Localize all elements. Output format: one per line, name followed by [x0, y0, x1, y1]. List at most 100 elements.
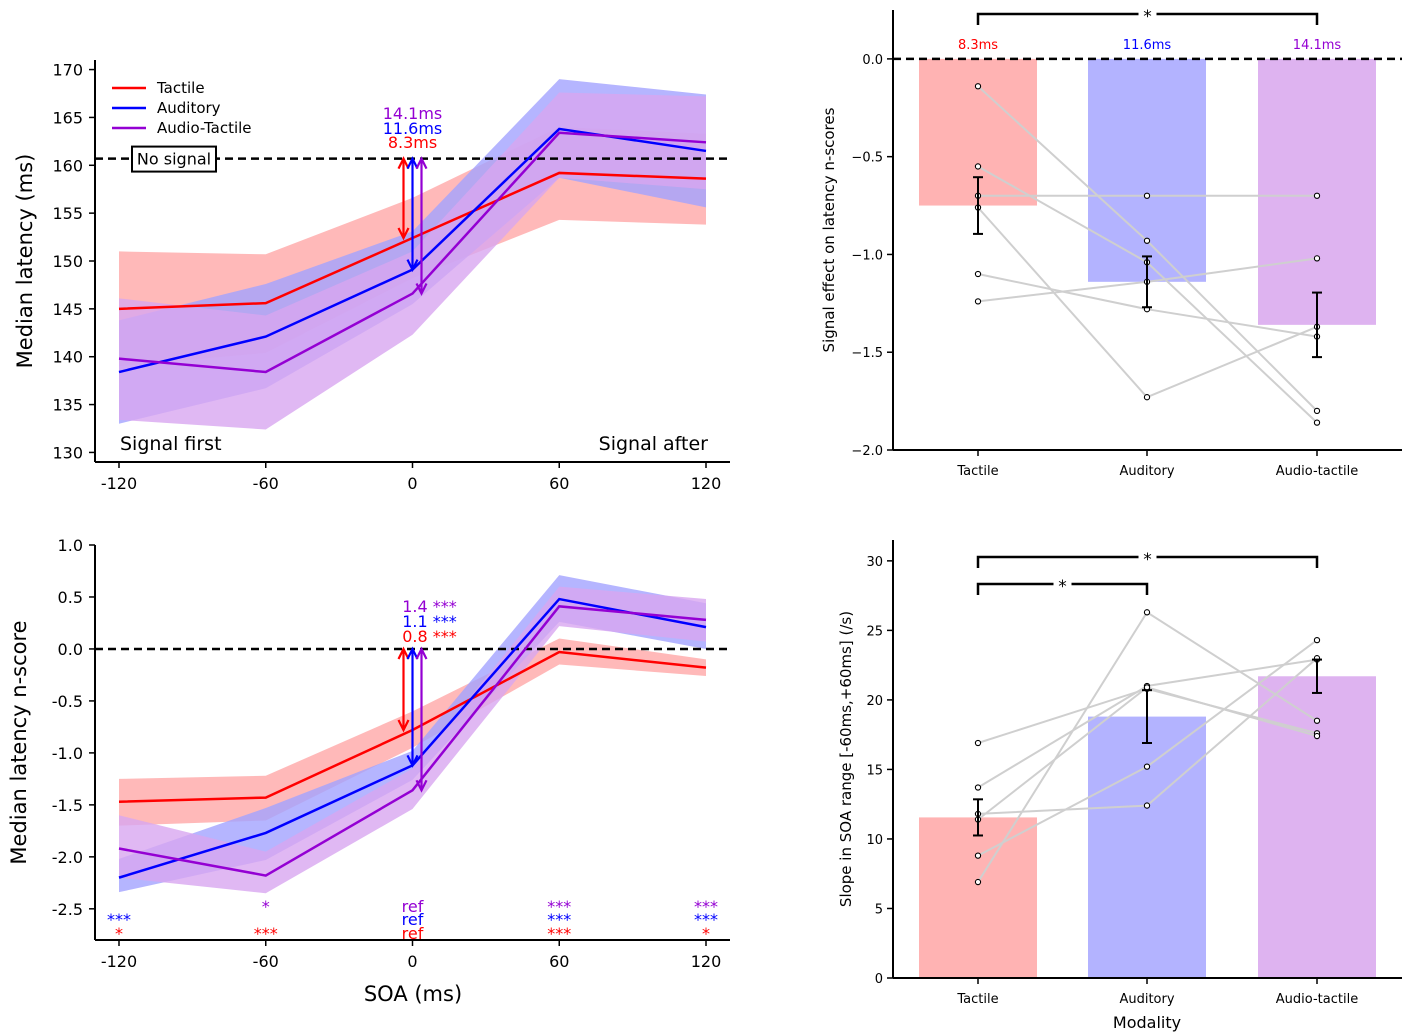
- significance-bracket-wide-label: *: [1143, 550, 1152, 570]
- x-axis-label: SOA (ms): [364, 982, 462, 1006]
- arrow-head-audio-tactile: [415, 156, 428, 170]
- x-axis-label: Modality: [1113, 1013, 1181, 1032]
- band-audio-tactile: [119, 586, 706, 894]
- x-tick-label: 120: [691, 474, 722, 493]
- subject-point: [974, 784, 982, 791]
- significance-auditory: ***: [694, 910, 718, 929]
- latency-panel: -120 -60 0 60 120 130 135 140 145 150 155 160 165 170…: [13, 60, 730, 493]
- subject-point: [974, 878, 982, 886]
- y-axis-label: Median latency (ms): [13, 154, 37, 369]
- slope-panel: 0 5 10 15 20 25 30 Tactile Auditory Audio-tactile…: [837, 540, 1402, 1032]
- y-tick-label: -0.5: [52, 692, 83, 711]
- significance-audio-tactile: ***: [694, 897, 718, 916]
- arrow-stars: ***: [433, 612, 457, 631]
- line-audio-tactile: [118, 131, 707, 374]
- arrow-value: 1.1: [402, 612, 433, 631]
- nscore-panel: -120 -60 0 60 120 -2.5 -2.0 -1.5 -1.0 -0.5 0.0 0.5 1…: [7, 536, 730, 1006]
- significance-audio-tactile: ***: [547, 897, 571, 916]
- bar-audio-tactile: [1258, 676, 1376, 978]
- line-audio-tactile: [118, 605, 707, 877]
- x-tick-label: -60: [253, 952, 279, 971]
- significance-bracket-label: *: [1143, 7, 1152, 27]
- y-tick-label: 1.0: [58, 536, 83, 555]
- x-tick-label: -120: [101, 952, 137, 971]
- y-tick-label: -2.0: [52, 848, 83, 867]
- y-tick-label: -1.0: [52, 744, 83, 763]
- subject-point: [1143, 192, 1151, 199]
- y-axis-label: Median latency n-score: [7, 620, 31, 864]
- y-tick-label: 140: [52, 348, 83, 367]
- legend-label-audio-tactile: Audio-Tactile: [157, 119, 252, 137]
- arrow-head-auditory: [406, 754, 419, 768]
- subject-point: [1313, 636, 1321, 644]
- y-tick-label: 0: [875, 972, 883, 987]
- bar-label-tactile: 8.3ms: [958, 38, 998, 53]
- arrow-label-auditory: 1.1 ***: [402, 612, 457, 631]
- x-tick-label: -60: [253, 474, 279, 493]
- arrow-stars: ***: [433, 597, 457, 616]
- y-tick-label: 10: [866, 833, 883, 848]
- subject-point: [1313, 732, 1321, 740]
- legend-label-tactile: Tactile: [156, 79, 205, 97]
- bar-label-auditory: 11.6ms: [1123, 38, 1172, 53]
- subject-point: [974, 298, 982, 305]
- arrow-label-audio-tactile: 1.4 ***: [402, 597, 457, 616]
- significance-auditory: ***: [107, 910, 131, 929]
- subject-point: [974, 83, 982, 90]
- bar-auditory: [1088, 716, 1206, 978]
- significance-auditory: ***: [547, 910, 571, 929]
- bar-auditory: [1088, 58, 1206, 282]
- y-tick-label: 145: [52, 300, 83, 319]
- bar-label-audio-tactile: 14.1ms: [1293, 38, 1342, 53]
- y-tick-label: 130: [52, 443, 83, 462]
- y-tick-label: -2.5: [52, 900, 83, 919]
- no-signal-label: No signal: [137, 150, 211, 169]
- x-tick-label: 0: [407, 952, 417, 971]
- subject-point: [1313, 192, 1321, 199]
- annotation-signal-after: Signal after: [599, 433, 709, 455]
- arrow-head-tactile: [397, 719, 410, 733]
- y-tick-label: −1.5: [851, 346, 883, 361]
- significance-audio-tactile: ref: [402, 897, 424, 916]
- significance-tactile: *: [115, 924, 123, 943]
- subject-point: [974, 163, 982, 170]
- subject-point: [1313, 419, 1321, 426]
- y-tick-label: 135: [52, 396, 83, 415]
- x-tick-label: 60: [549, 474, 569, 493]
- y-tick-label: 0.0: [58, 640, 83, 659]
- arrow-label-tactile: 0.8 ***: [402, 627, 457, 646]
- y-axis-label: Signal effect on latency n-scores: [820, 107, 838, 352]
- y-tick-label: 20: [866, 694, 883, 709]
- x-tick-label: Audio-tactile: [1276, 992, 1358, 1007]
- significance-bracket-gap: [1138, 8, 1157, 20]
- x-tick-label: 120: [691, 952, 722, 971]
- significance-tactile: ***: [254, 924, 278, 943]
- subject-point: [974, 852, 982, 859]
- arrow-head-audio-tactile: [415, 646, 428, 660]
- arrow-head-auditory: [406, 259, 419, 273]
- x-tick-label: -120: [101, 474, 137, 493]
- y-axis-label: Slope in SOA range [-60ms,+60ms] (/s): [837, 611, 855, 907]
- x-tick-label: Tactile: [956, 992, 998, 1007]
- significance-bracket-narrow-label: *: [1058, 577, 1067, 597]
- arrow-head-tactile: [397, 156, 410, 170]
- x-tick-label: Auditory: [1119, 464, 1174, 479]
- significance-tactile: ***: [547, 924, 571, 943]
- y-tick-label: 15: [866, 763, 883, 778]
- y-tick-label: 165: [52, 108, 83, 127]
- significance-bracket-narrow-gap: [1053, 578, 1072, 590]
- annotation-signal-first: Signal first: [120, 433, 222, 455]
- arrow-label-audio-tactile: 14.1ms: [383, 104, 443, 123]
- signal-effect-panel: −2.0 −1.5 −1.0 −0.5 0.0 Tactile Auditory Audio-…: [820, 7, 1402, 479]
- arrow-value: 1.4: [402, 597, 433, 616]
- subject-point: [1143, 763, 1151, 770]
- subject-point: [974, 739, 982, 747]
- y-tick-label: 170: [52, 61, 83, 80]
- arrow-stars: ***: [433, 627, 457, 646]
- arrow-head-tactile: [397, 646, 410, 660]
- significance-auditory: ref: [402, 910, 424, 929]
- x-tick-label: 60: [549, 952, 569, 971]
- subject-point: [1313, 717, 1321, 724]
- significance-tactile: *: [702, 924, 710, 943]
- bar-audio-tactile: [1258, 58, 1376, 325]
